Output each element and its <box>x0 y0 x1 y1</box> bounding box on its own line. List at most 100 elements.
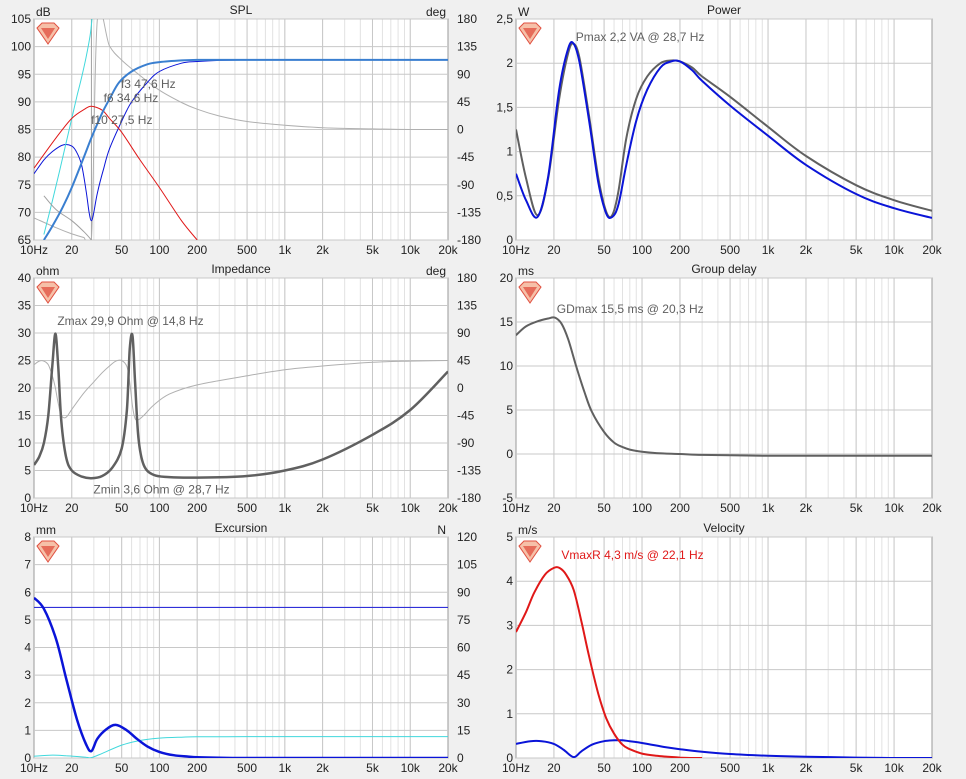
series-line-1 <box>34 332 448 480</box>
x-tick-label: 200 <box>187 761 207 775</box>
y2-tick-label: 60 <box>457 641 471 655</box>
plot-area <box>515 277 933 499</box>
y-tick-label: 100 <box>11 40 31 54</box>
y2-tick-label: -45 <box>457 409 475 423</box>
x-tick-label: 10k <box>401 501 421 515</box>
y-tick-label: 1 <box>506 145 513 159</box>
y-tick-label: 85 <box>18 123 32 137</box>
y-tick-label: 10 <box>18 436 32 450</box>
diamond-logo-icon <box>518 22 542 45</box>
chart-group-delay: 10Hz 20 50 100 200 500 1k 2k 5k 10k 20k -5 0 5 10 15 20 G… <box>500 262 943 515</box>
x-tick-label: 100 <box>149 243 169 257</box>
y2-tick-label: 135 <box>457 299 477 313</box>
x-tick-label: 2k <box>316 243 330 257</box>
y-tick-label: 2,5 <box>496 12 513 26</box>
x-tick-label: 10Hz <box>20 243 48 257</box>
y-tick-label: 5 <box>506 403 513 417</box>
y-tick-label: 25 <box>18 354 32 368</box>
x-tick-label: 10k <box>401 761 421 775</box>
y-tick-label: -5 <box>502 491 513 505</box>
x-tick-label: 500 <box>720 761 740 775</box>
x-tick-label: 20k <box>922 501 942 515</box>
x-tick-label: 10k <box>401 243 421 257</box>
series-group <box>34 332 448 480</box>
y-tick-label: 5 <box>506 530 513 544</box>
y2-tick-label: -90 <box>457 178 475 192</box>
y2-tick-label: -180 <box>457 491 481 505</box>
y-tick-label: 2 <box>24 696 31 710</box>
y-axis-label: ohm <box>36 264 59 278</box>
annotation-label: VmaxR 4,3 m/s @ 22,1 Hz <box>561 548 703 562</box>
y-tick-label: 3 <box>24 668 31 682</box>
y-tick-label: 80 <box>18 150 32 164</box>
x-tick-label: 20k <box>438 243 458 257</box>
chart-title: Excursion <box>215 521 268 535</box>
y-tick-label: 70 <box>18 205 32 219</box>
y2-tick-label: -45 <box>457 150 475 164</box>
x-tick-label: 10Hz <box>502 243 530 257</box>
series-line-4 <box>43 195 92 240</box>
x-tick-label: 5k <box>366 761 380 775</box>
y-tick-label: 0 <box>24 751 31 765</box>
x-tick-label: 2k <box>800 761 814 775</box>
x-tick-label: 500 <box>237 243 257 257</box>
annotation-label: Pmax 2,2 VA @ 28,7 Hz <box>576 30 705 44</box>
x-tick-label: 10Hz <box>502 761 530 775</box>
series-group <box>516 41 932 220</box>
series-group <box>34 19 448 240</box>
major-grid <box>34 536 448 759</box>
series-group <box>516 316 932 457</box>
x-tick-label: 200 <box>670 501 690 515</box>
y-axis-label: dB <box>36 5 51 19</box>
y2-tick-label: 120 <box>457 530 477 544</box>
y2-axis-label: N <box>437 523 446 537</box>
y-tick-label: 0 <box>506 233 513 247</box>
series-line-0 <box>34 736 448 758</box>
series-line-3 <box>34 105 198 240</box>
y-tick-label: 5 <box>24 464 31 478</box>
x-tick-label: 5k <box>850 243 864 257</box>
y-tick-label: 40 <box>18 271 32 285</box>
chart-excursion: 10Hz 20 50 100 200 500 1k 2k 5k 10k 20k01234567801… <box>20 521 477 775</box>
series-line-0 <box>516 316 932 457</box>
x-tick-label: 2k <box>316 501 330 515</box>
diamond-logo-icon <box>36 540 60 563</box>
x-tick-label: 50 <box>115 501 129 515</box>
y-tick-label: 95 <box>18 67 32 81</box>
x-tick-label: 10Hz <box>20 761 48 775</box>
y-tick-label: 0,5 <box>496 189 513 203</box>
y-tick-label: 0 <box>506 447 513 461</box>
x-tick-label: 100 <box>632 761 652 775</box>
x-tick-label: 200 <box>670 761 690 775</box>
y2-tick-label: -90 <box>457 436 475 450</box>
annotation-label: f10 27,5 Hz <box>91 113 152 127</box>
annotation-label: GDmax 15,5 ms @ 20,3 Hz <box>557 302 704 316</box>
series-line-1 <box>34 596 448 758</box>
x-tick-label: 500 <box>237 761 257 775</box>
series-line-1 <box>516 566 703 758</box>
y2-axis-label: deg <box>426 264 446 278</box>
x-tick-label: 1k <box>278 501 292 515</box>
y-tick-label: 15 <box>500 315 514 329</box>
y-tick-label: 1,5 <box>496 100 513 114</box>
y-tick-label: 7 <box>24 558 31 572</box>
plot-area <box>515 18 933 241</box>
major-grid <box>516 536 932 759</box>
major-grid <box>516 18 932 241</box>
chart-title: Velocity <box>703 521 744 535</box>
chart-title: SPL <box>230 3 253 17</box>
chart-velocity: 10Hz 20 50 100 200 500 1k 2k 5k 10k 20k 0 1 2 3 4 5 Veloc… <box>502 521 943 775</box>
y-tick-label: 10 <box>500 359 514 373</box>
x-tick-label: 5k <box>366 501 380 515</box>
y-tick-label: 1 <box>506 707 513 721</box>
y-tick-label: 0 <box>24 491 31 505</box>
annotation-label: Zmin 3,6 Ohm @ 28,7 Hz <box>93 483 229 497</box>
y-tick-label: 3 <box>506 618 513 632</box>
y-tick-label: 65 <box>18 233 32 247</box>
y2-tick-label: 90 <box>457 326 471 340</box>
y-tick-label: 35 <box>18 299 32 313</box>
diamond-logo-icon <box>518 281 542 304</box>
y-tick-label: 4 <box>24 641 31 655</box>
logo-inner <box>523 546 537 557</box>
